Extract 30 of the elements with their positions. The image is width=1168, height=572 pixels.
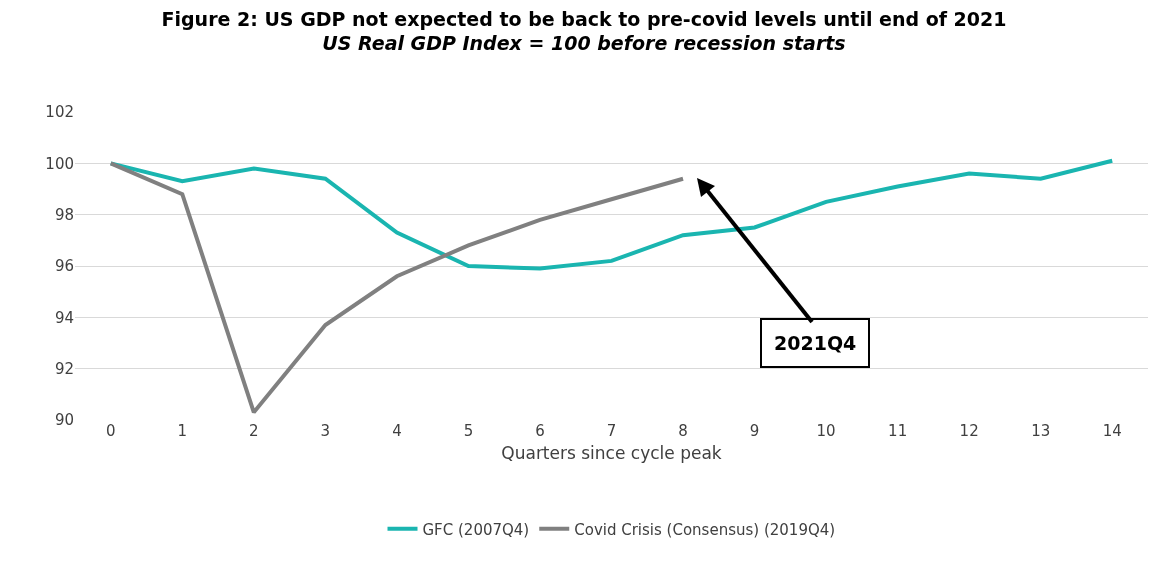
x-tick-label: 1 (177, 422, 188, 440)
x-tick-label: 11 (888, 422, 908, 440)
x-tick-label: 5 (463, 422, 474, 440)
y-tick-label: 92 (54, 359, 74, 378)
y-tick-label: 102 (45, 103, 74, 122)
annotation: 2021Q4 (774, 332, 857, 354)
y-tick-label: 100 (45, 154, 74, 173)
y-tick-label: 90 (54, 411, 74, 430)
x-tick-label: 0 (106, 422, 116, 440)
chart-subtitle: US Real GDP Index = 100 before recession starts (322, 32, 846, 55)
y-tick-label: 94 (54, 308, 74, 327)
x-tick-label: 3 (320, 422, 331, 440)
line-series (108, 161, 686, 415)
chart-title: Figure 2: US GDP not expected to be back to pre-covid levels until end of 2021 (161, 7, 1007, 30)
x-tick-label: 10 (816, 422, 836, 440)
x-tick-label: 12 (959, 422, 979, 440)
legend-label: Covid Crisis (Consensus) (2019Q4) (574, 520, 836, 539)
x-tick-label: 8 (678, 422, 688, 440)
y-tick-label: 98 (54, 205, 74, 224)
y-tick-label: 96 (54, 257, 74, 276)
x-tick-label: 9 (749, 422, 760, 440)
x-axis-title: Quarters since cycle peak (501, 443, 722, 464)
x-tick-label: 2 (249, 422, 259, 440)
line-series (108, 158, 1115, 271)
x-tick-label: 13 (1031, 422, 1051, 440)
x-tick-label: 4 (392, 422, 402, 440)
x-tick-label: 14 (1102, 422, 1122, 440)
x-tick-label: 7 (606, 422, 617, 440)
legend-label: GFC (2007Q4) (422, 520, 530, 539)
x-tick-label: 6 (535, 422, 545, 440)
